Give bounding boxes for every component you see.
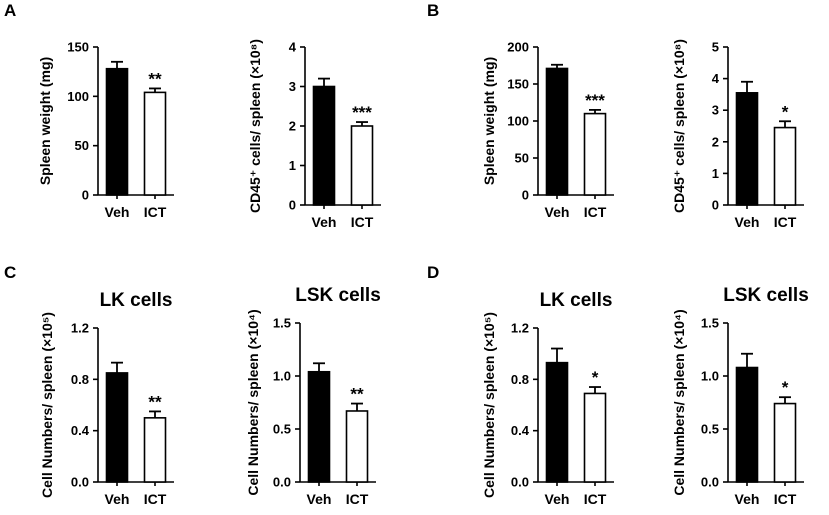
chart-8-y-tick-label: 0.5 <box>701 422 719 437</box>
chart-7-bar-ict <box>583 392 607 483</box>
panel-label-b: B <box>427 1 439 20</box>
chart-5-y-axis-label: Cell Numbers/ spleen (×10⁵) <box>39 312 55 498</box>
chart-2-y-tick-label: 0 <box>289 198 296 213</box>
chart-5-y-tick-label: 1.2 <box>71 321 89 336</box>
chart-4-y-tick-label: 1 <box>712 166 719 181</box>
chart-4-bar-ict <box>773 126 797 206</box>
chart-5-y-tick-label: 0.8 <box>71 372 89 387</box>
chart-4-y-tick-label: 4 <box>712 71 720 86</box>
chart-5-y-tick-label: 0.0 <box>71 475 89 490</box>
chart-7-y-tick-label: 0.4 <box>511 423 530 438</box>
chart-5-y-tick-label: 0.4 <box>71 423 90 438</box>
chart-5-title: LK cells <box>100 290 173 311</box>
chart-2-y-tick-label: 2 <box>289 119 296 134</box>
chart-5-significance: ** <box>148 392 162 411</box>
chart-3-y-tick-label: 150 <box>507 77 529 92</box>
panel-label-c: C <box>4 263 16 282</box>
chart-7-y-tick-label: 1.2 <box>511 321 529 336</box>
chart-2-significance: *** <box>352 103 372 122</box>
chart-1-bar-ict <box>143 91 167 196</box>
chart-1-y-tick-label: 150 <box>67 40 89 55</box>
chart-8-bar-ict <box>773 402 797 483</box>
chart-6-bar-ict <box>345 410 369 483</box>
chart-6-y-axis-label: Cell Numbers/ spleen (×10⁴) <box>245 309 261 495</box>
chart-4-y-tick-label: 5 <box>712 40 719 55</box>
chart-7-y-tick-label: 0.8 <box>511 372 529 387</box>
chart-3-bar-veh <box>545 67 569 196</box>
chart-3-x-tick-label: ICT <box>584 204 607 220</box>
panel-label-a: A <box>4 1 16 20</box>
chart-6-title: LSK cells <box>295 285 381 306</box>
chart-4-significance: * <box>782 102 789 121</box>
chart-3-y-tick-label: 50 <box>515 151 529 166</box>
chart-8-y-axis-label: Cell Numbers/ spleen (×10⁴) <box>671 309 687 495</box>
chart-7-bar-veh <box>545 361 569 483</box>
chart-8-y-tick-label: 1.5 <box>701 316 719 331</box>
chart-7-x-tick-label: Veh <box>545 491 570 507</box>
chart-6-y-tick-label: 1.0 <box>273 369 291 384</box>
chart-3-y-tick-label: 200 <box>507 40 529 55</box>
chart-6-y-tick-label: 1.5 <box>273 316 291 331</box>
chart-2-y-tick-label: 4 <box>289 40 297 55</box>
chart-6-y-tick-label: 0.5 <box>273 422 291 437</box>
chart-3-bar-ict <box>583 112 607 196</box>
chart-5-bar-veh <box>105 372 129 483</box>
chart-8-y-tick-label: 1.0 <box>701 369 719 384</box>
chart-6-x-tick-label: ICT <box>346 491 369 507</box>
chart-3-y-axis-label: Spleen weight (mg) <box>481 57 497 185</box>
chart-1-significance: ** <box>148 69 162 88</box>
chart-1-y-tick-label: 50 <box>75 138 89 153</box>
chart-7-significance: * <box>592 368 599 387</box>
chart-6-significance: ** <box>350 385 364 404</box>
chart-4-y-tick-label: 0 <box>712 198 719 213</box>
chart-5-x-tick-label: Veh <box>105 491 130 507</box>
chart-8-bar-veh <box>735 366 759 483</box>
chart-7-x-tick-label: ICT <box>584 491 607 507</box>
chart-8-title: LSK cells <box>723 285 809 306</box>
chart-4-bar-veh <box>735 92 759 206</box>
chart-2-x-tick-label: ICT <box>351 214 374 230</box>
chart-7-y-tick-label: 0.0 <box>511 475 529 490</box>
chart-1-y-tick-label: 0 <box>82 188 89 203</box>
chart-1-y-axis-label: Spleen weight (mg) <box>37 57 53 185</box>
chart-2-y-tick-label: 3 <box>289 79 296 94</box>
chart-1-y-tick-label: 100 <box>67 89 89 104</box>
chart-4-y-tick-label: 2 <box>712 134 719 149</box>
chart-3-y-tick-label: 100 <box>507 114 529 129</box>
chart-5-x-tick-label: ICT <box>144 491 167 507</box>
chart-7-y-axis-label: Cell Numbers/ spleen (×10⁵) <box>481 312 497 498</box>
chart-4-y-axis-label: CD45⁺ cells/ spleen (×10⁸) <box>671 39 687 213</box>
chart-3-y-tick-label: 0 <box>522 188 529 203</box>
chart-8-x-tick-label: Veh <box>735 491 760 507</box>
chart-4-x-tick-label: Veh <box>735 214 760 230</box>
chart-8-x-tick-label: ICT <box>774 491 797 507</box>
chart-2-bar-veh <box>312 85 336 206</box>
chart-2-bar-ict <box>350 125 374 206</box>
chart-2-y-tick-label: 1 <box>289 158 296 173</box>
panel-label-d: D <box>427 263 439 282</box>
chart-6-x-tick-label: Veh <box>307 491 332 507</box>
chart-1-bar-veh <box>105 67 129 196</box>
chart-2-y-axis-label: CD45⁺ cells/ spleen (×10⁸) <box>247 39 263 213</box>
chart-4-x-tick-label: ICT <box>774 214 797 230</box>
chart-4-y-tick-label: 3 <box>712 103 719 118</box>
chart-3-x-tick-label: Veh <box>545 204 570 220</box>
chart-2-x-tick-label: Veh <box>312 214 337 230</box>
chart-8-y-tick-label: 0.0 <box>701 475 719 490</box>
chart-7-title: LK cells <box>540 290 613 311</box>
chart-8-significance: * <box>782 378 789 397</box>
chart-1-x-tick-label: ICT <box>144 204 167 220</box>
chart-6-bar-veh <box>307 370 331 483</box>
chart-5-bar-ict <box>143 417 167 483</box>
chart-1-x-tick-label: Veh <box>105 204 130 220</box>
chart-6-y-tick-label: 0.0 <box>273 475 291 490</box>
chart-3-significance: *** <box>585 91 605 110</box>
